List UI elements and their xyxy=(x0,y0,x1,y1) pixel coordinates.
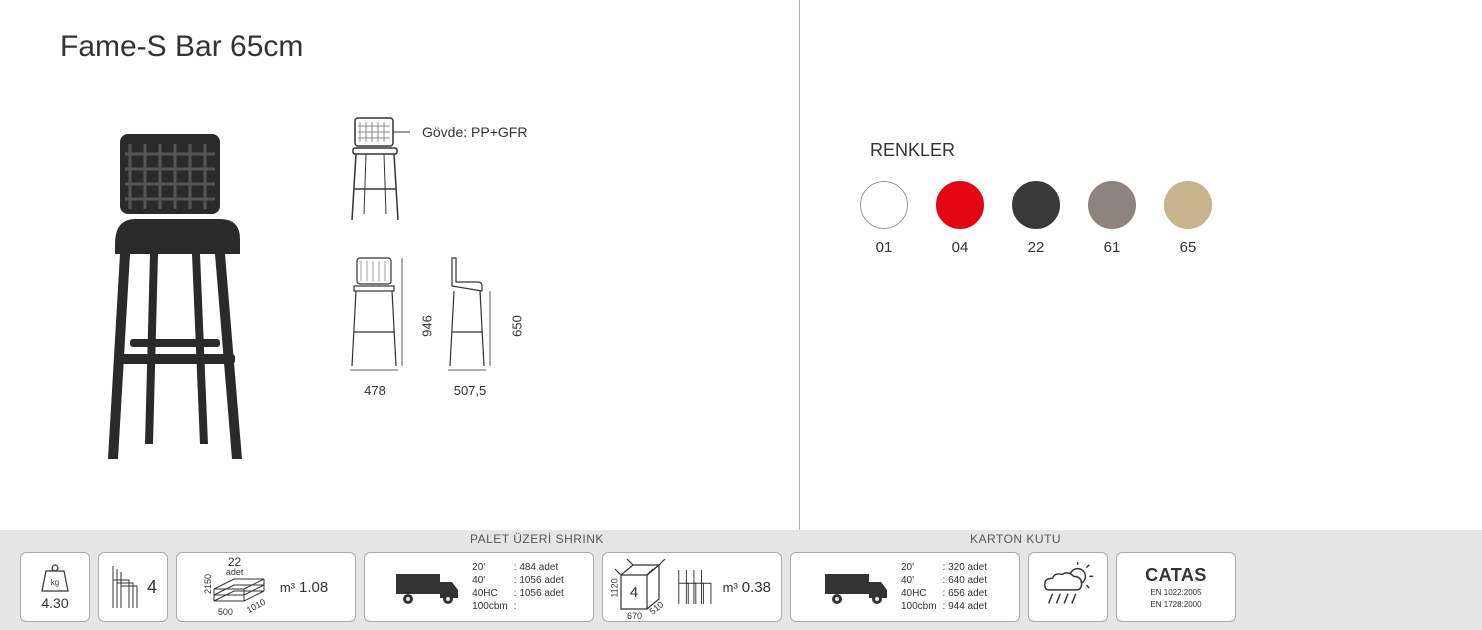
color-code: 04 xyxy=(952,239,969,256)
dim-side: 650 507,5 xyxy=(440,254,500,398)
container-val: 1056 adet xyxy=(514,574,564,587)
material-drawing: Gövde: PP+GFR xyxy=(340,114,527,224)
material-label: Gövde: PP+GFR xyxy=(422,124,527,140)
pallet-dim-w: 500 xyxy=(218,607,233,617)
stack-box: 4 xyxy=(98,552,168,622)
cert-name: CATAS xyxy=(1145,565,1207,586)
truck-pallet-list: 20' 484 adet 40' 1056 adet 40HC 1056 adet 100c… xyxy=(472,561,564,613)
carton-box: 4 1120 670 510 m³ 0.38 xyxy=(602,552,782,622)
right-panel: RENKLER 01 04 22 61 65 xyxy=(800,0,1482,530)
container-key: 20' xyxy=(472,561,508,574)
container-val: 944 adet xyxy=(943,600,988,613)
container-val: 656 adet xyxy=(943,587,988,600)
truck-carton-box: 20' 320 adet 40' 640 adet 40HC 656 adet 100cbm… xyxy=(790,552,1020,622)
color-item-01: 01 xyxy=(860,181,908,256)
dim-side-width: 507,5 xyxy=(440,383,500,398)
color-swatch xyxy=(1164,181,1212,229)
color-swatch xyxy=(1012,181,1060,229)
front-view-icon xyxy=(340,254,410,374)
dim-front-width: 478 xyxy=(340,383,410,398)
pallet-vol-label: m³ xyxy=(280,580,295,595)
spec-bar: PALET ÜZERİ SHRINK KARTON KUTU kg 4.30 4 xyxy=(0,530,1482,630)
product-photo xyxy=(60,124,280,464)
truck-icon xyxy=(394,568,464,606)
color-swatch xyxy=(1088,181,1136,229)
container-key: 100cbm xyxy=(472,600,508,613)
stack-icon xyxy=(109,564,141,610)
carton-vol: 0.38 xyxy=(742,579,771,596)
product-title: Fame-S Bar 65cm xyxy=(60,30,779,64)
dimension-drawings: 946 478 650 507,5 xyxy=(340,254,527,398)
side-view-icon xyxy=(440,254,500,374)
carton-dim-w: 670 xyxy=(627,611,642,621)
pallet-qty-unit: adet xyxy=(226,567,244,577)
container-val: 320 adet xyxy=(943,561,988,574)
color-item-65: 65 xyxy=(1164,181,1212,256)
container-key: 40' xyxy=(901,574,937,587)
color-item-22: 22 xyxy=(1012,181,1060,256)
container-val: 484 adet xyxy=(514,561,564,574)
color-code: 65 xyxy=(1180,239,1197,256)
pallet-vol: 1.08 xyxy=(299,579,328,596)
outline-drawing-icon xyxy=(340,114,410,224)
dim-side-height: 650 xyxy=(510,315,525,337)
container-val xyxy=(514,600,564,613)
color-code: 01 xyxy=(876,239,893,256)
container-key: 100cbm xyxy=(901,600,937,613)
color-item-04: 04 xyxy=(936,181,984,256)
carton-dim-h: 1120 xyxy=(610,578,620,597)
carton-stack-icon xyxy=(675,565,717,609)
left-content: Gövde: PP+GFR xyxy=(60,94,779,464)
top-area: Fame-S Bar 65cm xyxy=(0,0,1482,530)
left-panel: Fame-S Bar 65cm xyxy=(0,0,800,530)
color-item-61: 61 xyxy=(1088,181,1136,256)
svg-text:4: 4 xyxy=(630,584,638,601)
container-key: 40HC xyxy=(472,587,508,600)
cert-line2: EN 1728:2000 xyxy=(1150,600,1201,610)
truck-pallet-box: 20' 484 adet 40' 1056 adet 40HC 1056 adet 100c… xyxy=(364,552,594,622)
carton-section-title: KARTON KUTU xyxy=(970,532,1061,546)
weather-icon xyxy=(1039,562,1097,612)
color-code: 61 xyxy=(1104,239,1121,256)
carton-vol-label: m³ xyxy=(723,580,738,595)
color-swatches: 01 04 22 61 65 xyxy=(860,181,1422,256)
container-key: 40' xyxy=(472,574,508,587)
color-code: 22 xyxy=(1028,239,1045,256)
container-val: 640 adet xyxy=(943,574,988,587)
pallet-box: 22 adet 2150 500 1010 m³ 1.08 xyxy=(176,552,356,622)
container-val: 1056 adet xyxy=(514,587,564,600)
dim-front: 946 478 xyxy=(340,254,410,398)
cert-line1: EN 1022:2005 xyxy=(1150,588,1201,598)
color-swatch xyxy=(936,181,984,229)
color-swatch xyxy=(860,181,908,229)
truck-carton-list: 20' 320 adet 40' 640 adet 40HC 656 adet 100cbm… xyxy=(901,561,987,613)
pallet-section-title: PALET ÜZERİ SHRINK xyxy=(470,532,604,546)
truck-icon xyxy=(823,568,893,606)
dim-front-height: 946 xyxy=(420,315,435,337)
container-key: 20' xyxy=(901,561,937,574)
technical-drawings: Gövde: PP+GFR xyxy=(340,114,527,398)
pallet-dim-h: 2150 xyxy=(203,574,213,594)
weight-icon: kg xyxy=(38,563,72,593)
stack-qty: 4 xyxy=(147,577,157,598)
weather-box xyxy=(1028,552,1108,622)
svg-text:kg: kg xyxy=(51,578,59,587)
colors-title: RENKLER xyxy=(870,140,1422,161)
weight-box: kg 4.30 xyxy=(20,552,90,622)
cert-box: CATAS EN 1022:2005 EN 1728:2000 xyxy=(1116,552,1236,622)
container-key: 40HC xyxy=(901,587,937,600)
weight-value: 4.30 xyxy=(41,595,68,611)
